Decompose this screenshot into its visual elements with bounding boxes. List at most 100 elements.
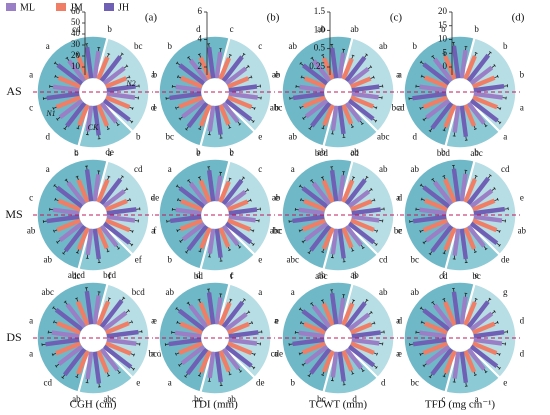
bar-jm bbox=[179, 218, 203, 232]
significance-letter: a bbox=[29, 349, 33, 359]
significance-letter: bd bbox=[194, 271, 204, 281]
error-bar bbox=[106, 372, 110, 376]
significance-letter: b bbox=[412, 41, 417, 51]
error-bar bbox=[302, 362, 306, 366]
error-bar bbox=[351, 177, 355, 181]
error-bar bbox=[56, 117, 61, 120]
error-cap bbox=[63, 300, 67, 303]
error-cap bbox=[298, 229, 301, 233]
error-bar bbox=[228, 54, 231, 59]
bar-jh bbox=[214, 228, 223, 258]
error-bar bbox=[251, 352, 255, 355]
significance-letter: a bbox=[274, 349, 278, 359]
error-bar bbox=[494, 198, 498, 202]
error-cap bbox=[228, 126, 232, 129]
bar-ml bbox=[425, 98, 451, 120]
scale-tick-label: 0.5 bbox=[314, 43, 326, 53]
bar-jh bbox=[344, 178, 367, 206]
error-bar bbox=[126, 76, 130, 79]
bar-ml bbox=[452, 228, 461, 256]
bar-jh bbox=[351, 207, 381, 216]
significance-letter: de bbox=[256, 377, 265, 387]
error-bar bbox=[250, 119, 254, 122]
bar-ml bbox=[57, 344, 84, 366]
significance-letter: c bbox=[258, 164, 262, 174]
significance-letter: bcd bbox=[132, 287, 145, 297]
significance-letter: a bbox=[520, 103, 524, 113]
bar-ml bbox=[224, 190, 247, 209]
error-cap bbox=[321, 53, 325, 56]
significance-letter: a bbox=[29, 69, 33, 79]
error-cap bbox=[308, 127, 312, 131]
bar-ml bbox=[228, 214, 256, 223]
error-cap bbox=[375, 243, 378, 246]
bar-jh bbox=[292, 91, 325, 101]
bar-jh bbox=[473, 84, 505, 93]
error-cap bbox=[61, 376, 64, 379]
sector-divider bbox=[101, 223, 134, 256]
error-bar bbox=[494, 75, 498, 79]
significance-letter: a bbox=[398, 103, 402, 113]
significance-letter: b bbox=[136, 131, 141, 141]
bar-ml bbox=[298, 330, 325, 339]
error-cap bbox=[64, 178, 68, 181]
bar-jh bbox=[62, 347, 87, 377]
bar-ml bbox=[473, 214, 503, 223]
bar-jm bbox=[303, 321, 326, 335]
error-bar bbox=[421, 75, 425, 78]
error-bar bbox=[177, 228, 181, 232]
error-cap bbox=[369, 65, 373, 69]
significance-letter: a bbox=[151, 349, 155, 359]
error-bar bbox=[308, 372, 312, 377]
bar-ml bbox=[224, 66, 248, 86]
error-bar bbox=[179, 116, 183, 120]
error-cap bbox=[130, 120, 134, 124]
bar-ml bbox=[207, 228, 216, 254]
error-bar bbox=[198, 372, 202, 376]
bar-ml bbox=[221, 101, 240, 124]
error-bar bbox=[423, 240, 427, 244]
error-cap bbox=[428, 129, 432, 133]
error-cap bbox=[419, 60, 423, 64]
sector-divider bbox=[346, 100, 379, 133]
significance-letter: ab bbox=[350, 270, 359, 280]
bar-jm bbox=[350, 76, 372, 89]
error-bar bbox=[245, 65, 249, 69]
error-cap bbox=[175, 106, 177, 110]
error-cap bbox=[376, 229, 378, 233]
bar-jh bbox=[347, 221, 376, 245]
significance-letter: a bbox=[46, 41, 50, 51]
significance-letter: b bbox=[74, 148, 79, 158]
sector-label-n2: N2 bbox=[125, 79, 135, 88]
error-bar bbox=[77, 125, 80, 129]
significance-letter: e bbox=[475, 270, 479, 280]
error-cap bbox=[253, 107, 256, 110]
error-cap bbox=[184, 251, 188, 254]
error-bar bbox=[443, 250, 446, 254]
bar-jh bbox=[214, 351, 223, 383]
bar-ml bbox=[419, 207, 447, 216]
error-bar bbox=[229, 299, 232, 303]
bar-ml bbox=[298, 207, 325, 216]
bar-jh bbox=[99, 55, 122, 83]
bar-jm bbox=[303, 198, 326, 212]
error-cap bbox=[51, 353, 54, 357]
significance-letter: g bbox=[503, 287, 508, 297]
bar-ml bbox=[311, 181, 332, 206]
error-cap bbox=[54, 197, 57, 201]
error-bar bbox=[130, 366, 135, 370]
error-bar bbox=[76, 298, 79, 302]
bar-jh bbox=[451, 45, 461, 79]
error-bar bbox=[351, 370, 354, 374]
bar-ml bbox=[181, 221, 206, 242]
significance-letter: a bbox=[398, 69, 402, 79]
bar-ml bbox=[92, 174, 101, 202]
significance-letter: abc bbox=[377, 131, 390, 141]
error-cap bbox=[228, 53, 232, 56]
error-bar bbox=[53, 307, 57, 311]
sector-label-n1: N1 bbox=[45, 109, 55, 118]
error-cap bbox=[419, 230, 422, 233]
bar-jm bbox=[321, 179, 335, 203]
error-cap bbox=[442, 298, 446, 300]
